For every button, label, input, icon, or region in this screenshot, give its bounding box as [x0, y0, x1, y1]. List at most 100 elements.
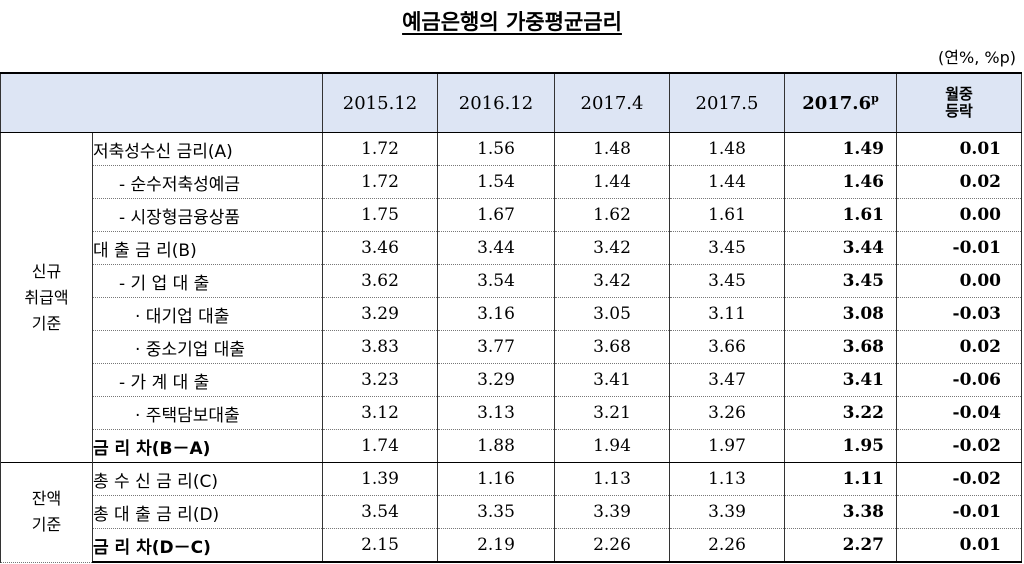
value-cell: 3.83 [322, 330, 438, 364]
header-2017-4: 2017.4 [554, 72, 670, 133]
value-2017-6: 3.44 [784, 231, 897, 265]
value-cell: 3.21 [554, 396, 670, 430]
value-change: -0.03 [896, 297, 1022, 331]
value-cell: 1.44 [669, 165, 785, 199]
value-change: -0.01 [896, 495, 1022, 529]
value-cell: 3.62 [322, 264, 438, 298]
value-cell: 1.39 [322, 462, 438, 496]
value-2017-6: 1.95 [784, 429, 897, 463]
value-cell: 3.54 [437, 264, 555, 298]
table-row: 총 대 출 금 리(D) 3.54 3.35 3.39 3.39 3.38 -0.01 [1, 495, 1022, 529]
value-cell: 3.13 [437, 396, 555, 430]
value-cell: 3.12 [322, 396, 438, 430]
value-cell: 1.67 [437, 198, 555, 232]
value-cell: 2.26 [554, 528, 670, 563]
value-change: 0.00 [896, 198, 1022, 232]
value-cell: 3.16 [437, 297, 555, 331]
value-2017-6: 3.38 [784, 495, 897, 529]
header-2017-6: 2017.6p [784, 72, 897, 133]
value-2017-6: 3.45 [784, 264, 897, 298]
row-label: 금 리 차(B－A) [92, 429, 323, 463]
value-cell: 1.74 [322, 429, 438, 463]
table-row: 잔액 기준 총 수 신 금 리(C) 1.39 1.16 1.13 1.13 1.11 -0.0… [0, 462, 1022, 563]
value-change: 0.02 [896, 165, 1022, 199]
value-cell: 3.26 [669, 396, 785, 430]
header-2015-12: 2015.12 [322, 72, 438, 133]
header-change-line2: 등락 [945, 102, 973, 120]
value-cell: 3.39 [669, 495, 785, 529]
value-cell: 3.68 [554, 330, 670, 364]
header-2017-6-text: 2017.6 [802, 93, 872, 114]
value-cell: 3.45 [669, 231, 785, 265]
value-cell: 3.05 [554, 297, 670, 331]
value-2017-6: 1.49 [784, 132, 897, 166]
table-row: 금 리 차(D－C) 2.15 2.19 2.26 2.26 2.27 0.01 [1, 528, 1022, 563]
value-cell: 3.77 [437, 330, 555, 364]
group-new-transactions: 신규 취급액 기준 [0, 132, 93, 463]
value-cell: 1.16 [437, 462, 555, 496]
value-change: -0.06 [896, 363, 1022, 397]
value-cell: 3.35 [437, 495, 555, 529]
value-cell: 3.11 [669, 297, 785, 331]
header-change-line1: 월중 [945, 85, 973, 103]
value-cell: 3.54 [322, 495, 438, 529]
row-label: · 중소기업 대출 [92, 330, 323, 364]
row-label: 대 출 금 리(B) [92, 231, 323, 265]
value-cell: 1.88 [437, 429, 555, 463]
value-change: -0.01 [896, 231, 1022, 265]
row-label: - 가 계 대 출 [92, 363, 323, 397]
table-row: 신규 취급액 기준 저축성수신 금리(A) 1.72 1.56 1.48 1.48 1.49 0.… [0, 132, 1022, 463]
value-change: 0.01 [896, 132, 1022, 166]
value-cell: 1.56 [437, 132, 555, 166]
value-change: -0.02 [896, 429, 1022, 463]
title-text: 예금은행의 가중평균금리 [402, 10, 622, 34]
value-cell: 1.54 [437, 165, 555, 199]
table-row: - 가 계 대 출 3.23 3.29 3.41 3.47 3.41 -0.06 [1, 363, 1022, 397]
value-2017-6: 3.68 [784, 330, 897, 364]
value-2017-6: 3.22 [784, 396, 897, 430]
interest-rate-table: 2015.12 2016.12 2017.4 2017.5 2017.6p 월중… [0, 72, 1022, 563]
value-cell: 1.48 [669, 132, 785, 166]
header-monthly-change: 월중 등락 [896, 72, 1022, 133]
table-row: 대 출 금 리(B) 3.46 3.44 3.42 3.45 3.44 -0.01 [1, 231, 1022, 265]
value-2017-6: 1.46 [784, 165, 897, 199]
table-row: · 대기업 대출 3.29 3.16 3.05 3.11 3.08 -0.03 [1, 297, 1022, 331]
value-cell: 3.42 [554, 264, 670, 298]
value-2017-6: 1.11 [784, 462, 897, 496]
value-cell: 1.97 [669, 429, 785, 463]
header-2017-5: 2017.5 [669, 72, 785, 133]
value-2017-6: 3.41 [784, 363, 897, 397]
table-row: · 주택담보대출 3.12 3.13 3.21 3.26 3.22 -0.04 [1, 396, 1022, 430]
value-cell: 1.44 [554, 165, 670, 199]
value-cell: 3.29 [322, 297, 438, 331]
value-cell: 2.19 [437, 528, 555, 563]
value-cell: 3.41 [554, 363, 670, 397]
row-label: - 시장형금융상품 [92, 198, 323, 232]
value-cell: 1.48 [554, 132, 670, 166]
value-cell: 1.61 [669, 198, 785, 232]
table-row: · 중소기업 대출 3.83 3.77 3.68 3.66 3.68 0.02 [1, 330, 1022, 364]
value-cell: 3.29 [437, 363, 555, 397]
header-row: 2015.12 2016.12 2017.4 2017.5 2017.6p 월중… [0, 72, 1022, 133]
row-label: · 주택담보대출 [92, 396, 323, 430]
page-title: 예금은행의 가중평균금리 [0, 6, 1024, 36]
table-row: - 기 업 대 출 3.62 3.54 3.42 3.45 3.45 0.00 [1, 264, 1022, 298]
value-cell: 3.23 [322, 363, 438, 397]
value-change: 0.02 [896, 330, 1022, 364]
row-label: · 대기업 대출 [92, 297, 323, 331]
header-blank [0, 72, 323, 133]
value-2017-6: 1.61 [784, 198, 897, 232]
row-label: 총 대 출 금 리(D) [92, 495, 323, 529]
table-row: 금 리 차(B－A) 1.74 1.88 1.94 1.97 1.95 -0.02 [1, 429, 1022, 463]
row-label: 총 수 신 금 리(C) [92, 462, 323, 496]
value-cell: 3.44 [437, 231, 555, 265]
row-label: 금 리 차(D－C) [92, 528, 323, 563]
row-label: - 순수저축성예금 [92, 165, 323, 199]
value-2017-6: 2.27 [784, 528, 897, 563]
value-cell: 3.46 [322, 231, 438, 265]
row-label: 저축성수신 금리(A) [92, 132, 323, 166]
value-change: 0.01 [896, 528, 1022, 563]
value-change: -0.04 [896, 396, 1022, 430]
value-cell: 1.72 [322, 165, 438, 199]
value-cell: 3.39 [554, 495, 670, 529]
